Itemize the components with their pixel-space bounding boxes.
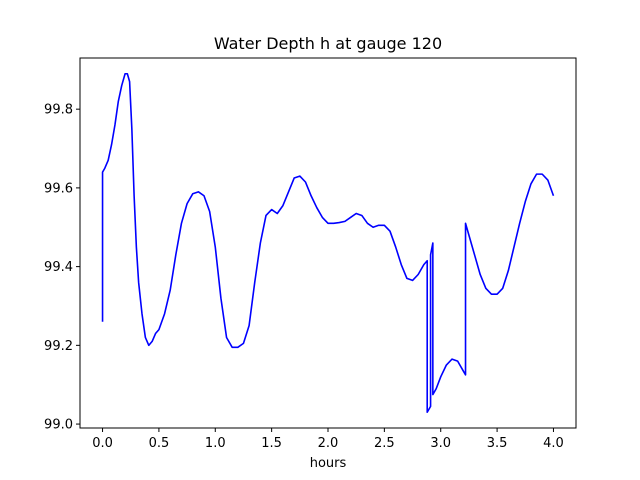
x-tick-label: 4.0	[543, 436, 564, 451]
x-tick-label: 1.0	[205, 436, 226, 451]
y-tick-label: 99.0	[44, 418, 73, 433]
x-tick-label: 2.0	[318, 436, 339, 451]
y-tick-label: 99.6	[44, 181, 73, 196]
y-tick-label: 99.8	[44, 103, 73, 118]
x-tick-label: 1.5	[261, 436, 282, 451]
series-line-0	[101, 72, 555, 414]
x-tick-label: 3.5	[487, 436, 508, 451]
x-tick-label: 0.5	[149, 436, 170, 451]
y-tick-label: 99.4	[44, 260, 73, 275]
x-tick-label: 3.0	[430, 436, 451, 451]
x-tick-label: 0.0	[92, 436, 113, 451]
x-tick-label: 2.5	[374, 436, 395, 451]
chart-title: Water Depth h at gauge 120	[214, 34, 442, 53]
plot-line-group	[101, 72, 555, 414]
y-tick-label: 99.2	[44, 339, 73, 354]
x-axis-label: hours	[310, 456, 347, 471]
x-axis: 0.0 0.5 1.0 1.5 2.0 2.5 3.0 3.5 4.0	[92, 428, 564, 451]
y-axis: 99.0 99.2 99.4 99.6 99.8	[44, 103, 80, 433]
